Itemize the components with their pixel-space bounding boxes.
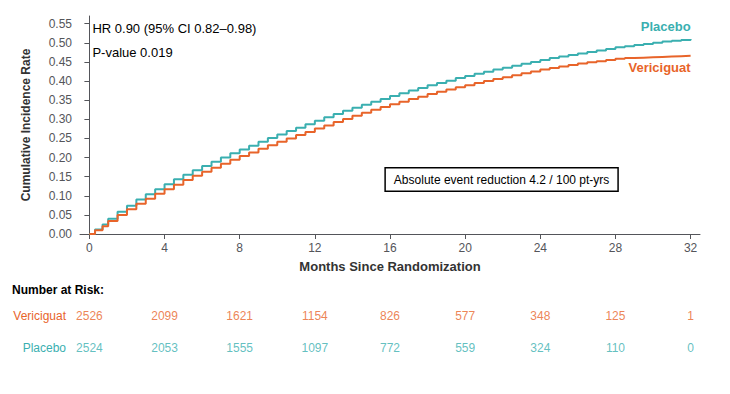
- svg-text:0.55: 0.55: [49, 17, 73, 31]
- svg-text:HR 0.90 (95% CI 0.82–0.98): HR 0.90 (95% CI 0.82–0.98): [92, 21, 256, 36]
- svg-text:16: 16: [383, 241, 397, 255]
- svg-text:110: 110: [606, 341, 625, 355]
- svg-text:0.40: 0.40: [49, 74, 73, 88]
- svg-text:2526: 2526: [76, 309, 103, 323]
- svg-text:1555: 1555: [226, 341, 253, 355]
- svg-text:32: 32: [684, 241, 698, 255]
- svg-text:0: 0: [86, 241, 93, 255]
- svg-text:Vericiguat: Vericiguat: [628, 60, 691, 75]
- svg-text:772: 772: [380, 341, 400, 355]
- svg-text:8: 8: [236, 241, 243, 255]
- svg-text:0.00: 0.00: [49, 227, 73, 241]
- svg-text:2524: 2524: [76, 341, 103, 355]
- svg-text:324: 324: [530, 341, 550, 355]
- svg-text:24: 24: [534, 241, 548, 255]
- svg-text:125: 125: [605, 309, 625, 323]
- svg-text:0.50: 0.50: [49, 36, 73, 50]
- svg-text:Cumulative Incidence Rate: Cumulative Incidence Rate: [19, 48, 33, 201]
- svg-text:P-value 0.019: P-value 0.019: [92, 45, 172, 60]
- svg-text:12: 12: [308, 241, 322, 255]
- svg-text:826: 826: [380, 309, 400, 323]
- svg-text:1097: 1097: [301, 341, 328, 355]
- svg-text:1621: 1621: [226, 309, 253, 323]
- svg-text:Months Since Randomization: Months Since Randomization: [299, 259, 480, 274]
- svg-text:28: 28: [609, 241, 623, 255]
- svg-text:Absolute event reduction 4.2 /: Absolute event reduction 4.2 / 100 pt-yr…: [394, 173, 609, 187]
- svg-text:559: 559: [455, 341, 475, 355]
- svg-text:4: 4: [161, 241, 168, 255]
- svg-text:0.35: 0.35: [49, 93, 73, 107]
- svg-text:0.45: 0.45: [49, 55, 73, 69]
- svg-text:20: 20: [458, 241, 472, 255]
- svg-text:0.30: 0.30: [49, 112, 73, 126]
- svg-text:0.10: 0.10: [49, 189, 73, 203]
- svg-text:0.15: 0.15: [49, 170, 73, 184]
- svg-text:577: 577: [455, 309, 475, 323]
- svg-text:Vericiguat: Vericiguat: [13, 309, 66, 323]
- svg-text:Number at Risk:: Number at Risk:: [12, 283, 104, 297]
- svg-text:0.25: 0.25: [49, 131, 73, 145]
- svg-text:1154: 1154: [302, 309, 328, 323]
- svg-text:1: 1: [687, 309, 694, 323]
- svg-text:0: 0: [687, 341, 694, 355]
- svg-text:Placebo: Placebo: [641, 19, 691, 34]
- svg-text:2053: 2053: [151, 341, 178, 355]
- svg-text:2099: 2099: [151, 309, 178, 323]
- svg-text:Placebo: Placebo: [23, 341, 67, 355]
- svg-text:0.05: 0.05: [49, 208, 73, 222]
- svg-text:348: 348: [530, 309, 550, 323]
- svg-text:0.20: 0.20: [49, 151, 73, 165]
